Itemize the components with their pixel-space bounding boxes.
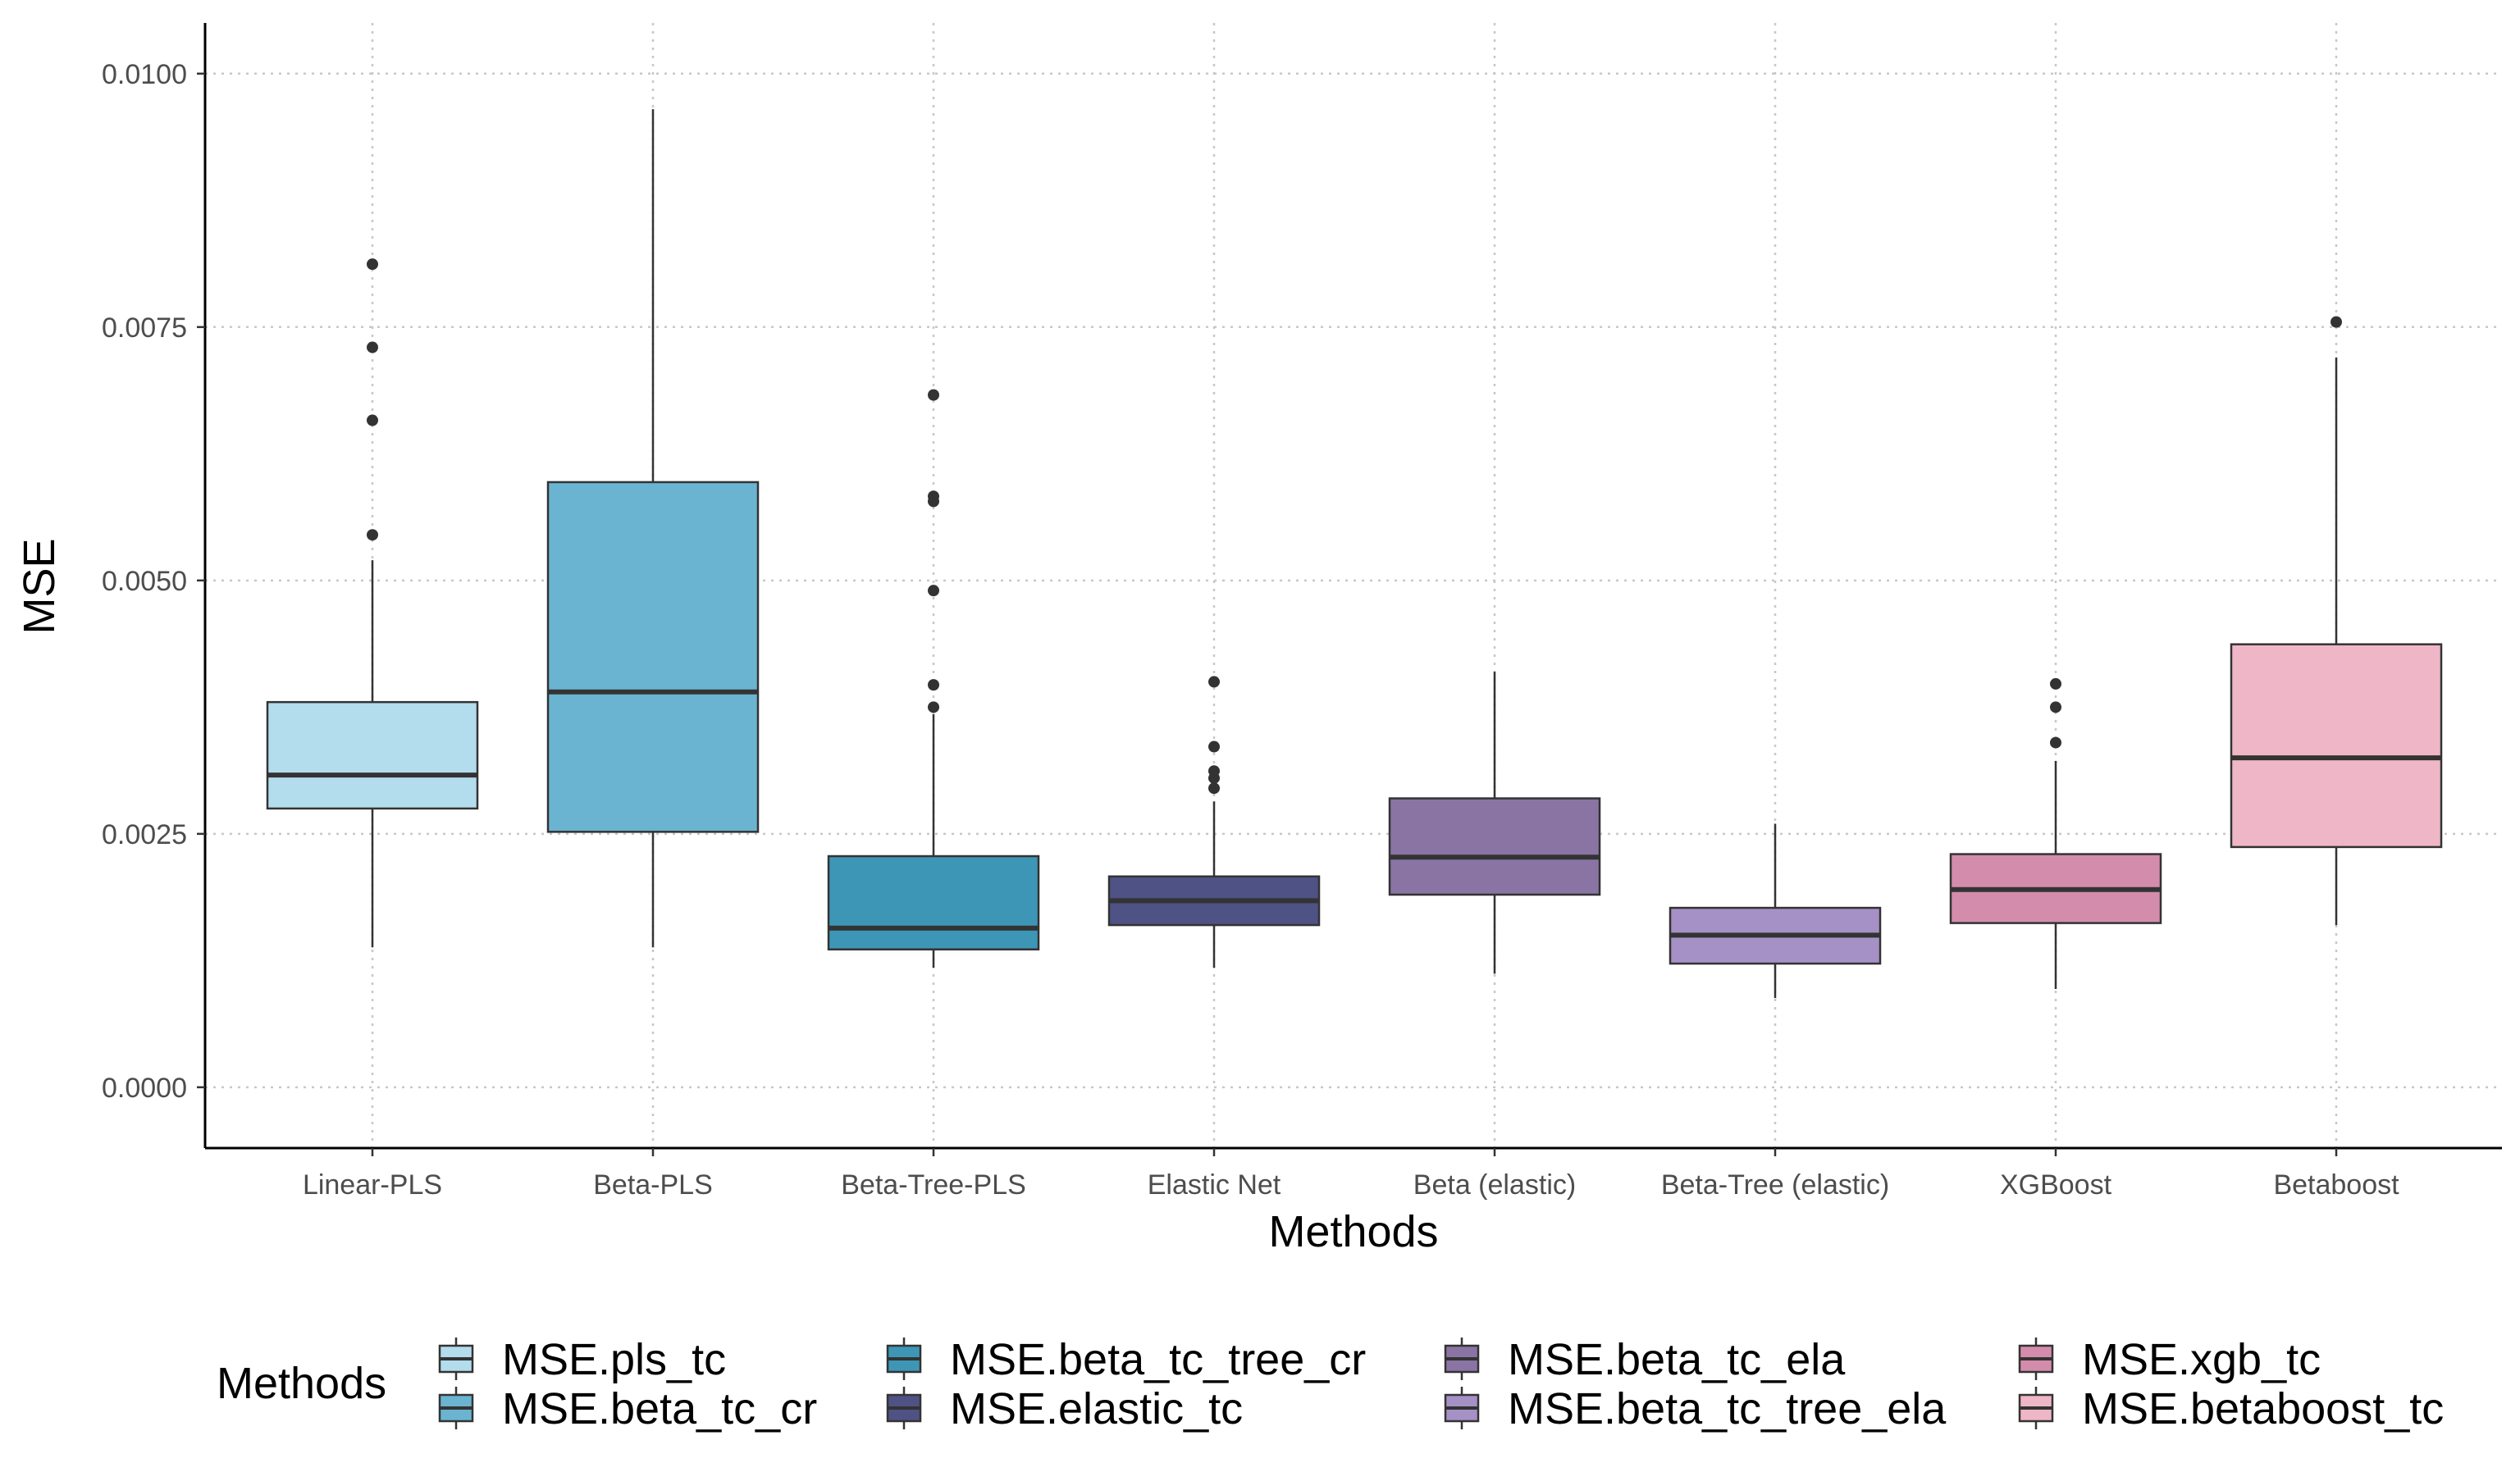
outlier-point: [2050, 736, 2061, 749]
box-body: [546, 481, 760, 833]
outlier-point: [2050, 677, 2061, 690]
legend-key: [886, 1387, 922, 1429]
box-linear-pls: [266, 258, 479, 948]
y-tick-label: 0.0100: [102, 59, 187, 90]
x-tick-label: Elastic Net: [1148, 1169, 1281, 1201]
outlier-point: [928, 389, 939, 401]
outlier-point: [928, 701, 939, 713]
legend-title: Methods: [217, 1359, 386, 1408]
box-betaboost: [2230, 316, 2443, 926]
y-tick-label: 0.0075: [102, 312, 187, 344]
outlier-point: [367, 414, 378, 426]
y-tick-label: 0.0000: [102, 1073, 187, 1104]
outlier-point: [928, 585, 939, 597]
legend-key: [438, 1387, 474, 1429]
box-body: [1388, 797, 1601, 896]
box-elastic-net: [1107, 676, 1321, 968]
outlier-point: [928, 490, 939, 503]
x-tick-label: Linear-PLS: [303, 1169, 442, 1201]
legend-key: [2018, 1387, 2054, 1429]
outlier-point: [367, 341, 378, 353]
x-tick-label: Beta (elastic): [1413, 1169, 1576, 1201]
x-tick-label: Betaboost: [2273, 1169, 2399, 1201]
legend-key: [2018, 1338, 2054, 1380]
legend-key: [1444, 1338, 1480, 1380]
x-tick-label: Beta-PLS: [593, 1169, 713, 1201]
outlier-point: [1208, 741, 1220, 753]
outlier-point: [2050, 701, 2061, 713]
outlier-point: [367, 258, 378, 271]
boxes: [266, 109, 2443, 999]
legend-label: MSE.beta_tc_ela: [1508, 1335, 1846, 1384]
y-axis-title: MSE: [15, 538, 64, 634]
outlier-point: [928, 679, 939, 691]
box-xgboost: [1949, 677, 2162, 989]
y-tick-label: 0.0050: [102, 566, 187, 597]
x-tick-label: Beta-Tree-PLS: [841, 1169, 1026, 1201]
axes: 0.0000 0.0025 0.0050 0.0075 0.0100 Linear-PLS…: [102, 23, 2502, 1201]
outlier-point: [1208, 765, 1220, 777]
legend-label: MSE.beta_tc_cr: [502, 1384, 817, 1433]
legend-key: [1444, 1387, 1480, 1429]
legend-label: MSE.beta_tc_tree_cr: [950, 1335, 1366, 1384]
box-body: [827, 854, 1040, 950]
legend-label: MSE.elastic_tc: [950, 1384, 1243, 1433]
x-tick-label: Beta-Tree (elastic): [1661, 1169, 1889, 1201]
grid-lines: [205, 23, 2502, 1148]
box-beta-elastic-: [1388, 672, 1601, 974]
legend-label: MSE.pls_tc: [502, 1335, 726, 1384]
legend-key: [438, 1338, 474, 1380]
legend-label: MSE.beta_tc_tree_ela: [1508, 1384, 1947, 1433]
outlier-point: [1208, 782, 1220, 795]
box-beta-tree-elastic-: [1669, 823, 1882, 999]
x-axis-title: Methods: [1268, 1207, 1438, 1256]
box-beta-tree-pls: [827, 389, 1040, 968]
y-tick-label: 0.0025: [102, 819, 187, 850]
legend-label: MSE.betaboost_tc: [2082, 1384, 2444, 1433]
box-body: [2230, 643, 2443, 849]
box-beta-pls: [546, 109, 760, 948]
outlier-point: [367, 529, 378, 541]
x-tick-label: XGBoost: [2000, 1169, 2112, 1201]
box-body: [266, 700, 479, 810]
legend-key: [886, 1338, 922, 1380]
legend-label: MSE.xgb_tc: [2082, 1335, 2321, 1384]
outlier-point: [1208, 676, 1220, 688]
outlier-point: [2331, 316, 2342, 328]
